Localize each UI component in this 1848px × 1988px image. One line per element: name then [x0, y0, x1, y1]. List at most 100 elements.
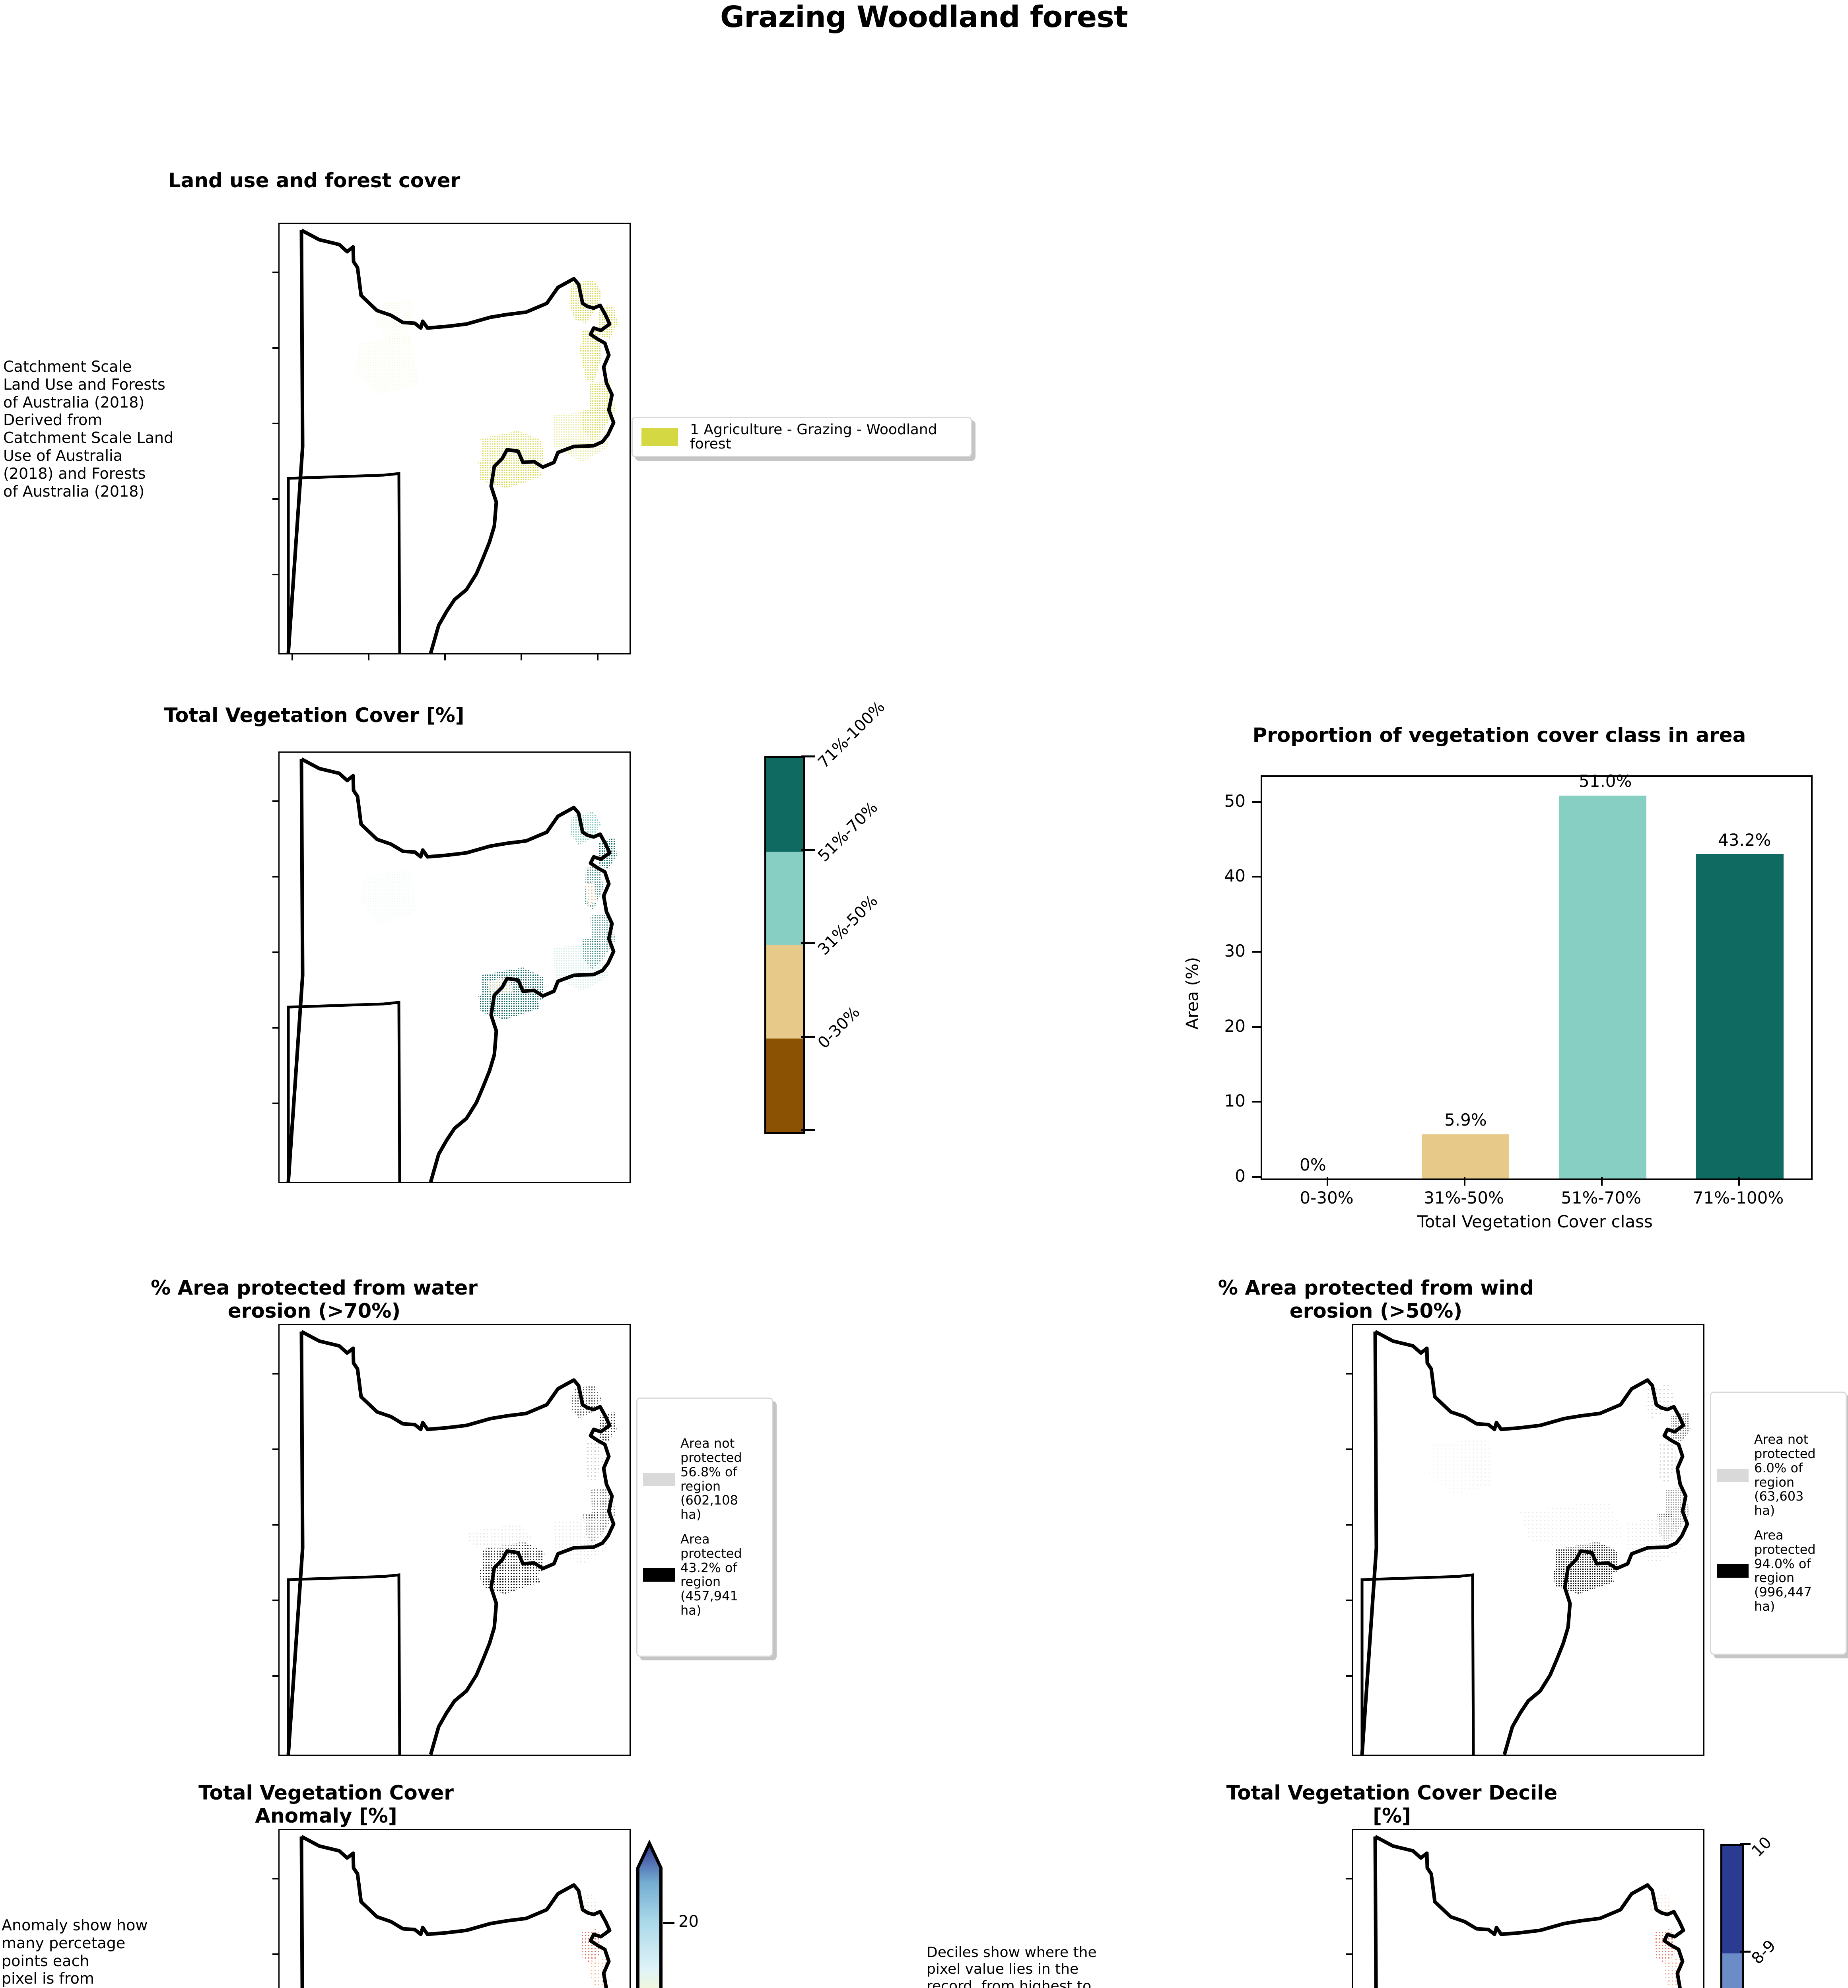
y-tick-mark [1252, 1101, 1261, 1103]
y-tick-label-20: 20 [1224, 1016, 1246, 1036]
veg-cover-colorbar[interactable] [764, 756, 805, 1134]
page-title: Grazing Woodland forest [720, 0, 1128, 34]
colorbar-tick [1740, 1951, 1751, 1953]
land-use-source-note: Catchment Scale Land Use and Forests of … [3, 358, 174, 500]
anomaly-tick-label-20: 20 [678, 1912, 699, 1931]
x-tick-mark [1601, 1177, 1603, 1186]
bar-value-label-71-100: 43.2% [1718, 830, 1771, 850]
y-tick-label-40: 40 [1224, 866, 1246, 885]
anomaly-colorbar[interactable] [635, 1837, 663, 1988]
bar-51-70[interactable] [1559, 796, 1646, 1178]
x-tick-label-71-100: 71%-100% [1693, 1188, 1784, 1208]
chart-x-axis-title: Total Vegetation Cover class [1417, 1212, 1653, 1231]
map-tick [1346, 1878, 1353, 1879]
anomaly-map[interactable] [272, 1829, 631, 1988]
veg-cover-map[interactable] [272, 751, 631, 1183]
legend-swatch-protected [643, 1568, 675, 1582]
bar-71-100[interactable] [1696, 854, 1784, 1178]
colorbar-tick [801, 755, 815, 757]
land-use-map[interactable] [272, 223, 631, 660]
y-tick-label-10: 10 [1224, 1091, 1246, 1110]
x-tick-mark [1464, 1177, 1465, 1186]
legend-swatch-not-protected [1717, 1468, 1749, 1482]
land-use-panel-title: Land use and forest cover [168, 169, 461, 192]
legend-row-protected: Area protected 43.2% of region (457,941 … [643, 1532, 766, 1618]
colorbar-tick [663, 1922, 674, 1924]
colorbar-segment-51-70 [766, 852, 803, 945]
colorbar-segment-10 [1722, 1846, 1742, 1953]
y-tick-mark [1252, 1176, 1261, 1178]
map-tick [1346, 1524, 1353, 1526]
map-tick [272, 1373, 280, 1375]
colorbar-segment-8-9 [1722, 1953, 1742, 1988]
map-tick [272, 498, 280, 500]
map-tick [272, 1103, 280, 1104]
bar-value-label-31-50: 5.9% [1444, 1110, 1487, 1130]
legend-text-protected: Area protected 43.2% of region (457,941 … [680, 1532, 742, 1618]
decile-map-svg [1373, 1835, 1685, 1988]
map-tick [272, 1524, 280, 1526]
chart-title: Proportion of vegetation cover class in … [1252, 724, 1746, 747]
legend-text-not-protected: Area not protected 56.8% of region (602,… [680, 1436, 742, 1522]
colorbar-tick [801, 1036, 815, 1038]
map-tick [368, 653, 369, 660]
legend-text-protected: Area protected 94.0% of region (996,447 … [1754, 1528, 1816, 1614]
map-tick [1346, 1675, 1353, 1677]
colorbar-tick [801, 849, 815, 851]
anomaly-panel-title: Total Vegetation Cover Anomaly [%] [198, 1781, 454, 1827]
map-tick [272, 1600, 280, 1601]
map-tick [1346, 1600, 1353, 1601]
legend-row-not-protected: Area not protected 6.0% of region (63,60… [1717, 1432, 1840, 1518]
bar-31-50[interactable] [1422, 1134, 1509, 1178]
land-use-legend[interactable]: 1 Agriculture - Grazing - Woodland fores… [632, 417, 972, 457]
x-tick-mark [1327, 1177, 1328, 1186]
colorbar-tick [1740, 1843, 1751, 1845]
decile-colorbar[interactable] [1720, 1844, 1744, 1988]
map-tick [272, 800, 280, 802]
wind-erosion-legend[interactable]: Area not protected 6.0% of region (63,60… [1710, 1392, 1847, 1655]
legend-swatch-protected [1717, 1564, 1749, 1578]
map-tick [597, 653, 599, 660]
map-tick [272, 1878, 280, 1879]
map-tick [272, 347, 280, 349]
decile-map[interactable] [1346, 1829, 1704, 1988]
x-tick-label-31-50: 31%-50% [1424, 1188, 1504, 1208]
anomaly-map-svg [299, 1835, 612, 1988]
colorbar-segment-0-30 [766, 1039, 803, 1132]
y-tick-mark [1252, 951, 1261, 953]
legend-row-not-protected: Area not protected 56.8% of region (602,… [643, 1436, 766, 1522]
chart-plot-area [1261, 775, 1813, 1180]
map-tick [1346, 1448, 1353, 1450]
anomaly-tick-label-10: 10 [678, 1987, 699, 1988]
colorbar-label-0-30: 0-30% [814, 1003, 864, 1052]
map-tick [272, 1448, 280, 1450]
wind-erosion-map[interactable] [1346, 1324, 1704, 1756]
bar-value-label-0-30: 0% [1300, 1155, 1326, 1175]
legend-text-not-protected: Area not protected 6.0% of region (63,60… [1754, 1432, 1816, 1518]
water-erosion-panel-title: % Area protected from water erosion (>70… [151, 1276, 478, 1322]
decile-note: Deciles show where the pixel value lies … [927, 1944, 1097, 1988]
y-tick-label-50: 50 [1224, 791, 1246, 811]
legend-swatch-grazing-woodland [641, 428, 678, 446]
map-tick [272, 876, 280, 878]
water-erosion-map[interactable] [272, 1324, 631, 1756]
proportion-bar-chart: Proportion of vegetation cover class in … [1177, 724, 1821, 1231]
colorbar-tick [801, 1129, 815, 1131]
water-erosion-map-svg [286, 1330, 617, 1755]
y-tick-mark [1252, 876, 1261, 878]
colorbar-label-71-100: 71%-100% [814, 697, 889, 772]
map-tick [444, 653, 446, 660]
legend-swatch-not-protected [643, 1472, 675, 1486]
decile-label-10: 10 [1748, 1833, 1776, 1861]
x-tick-mark [1738, 1177, 1740, 1186]
water-erosion-legend[interactable]: Area not protected 56.8% of region (602,… [636, 1398, 773, 1657]
veg-cover-map-svg [286, 757, 617, 1182]
colorbar-tick [801, 942, 815, 944]
y-tick-mark [1252, 801, 1261, 803]
legend-row-protected: Area protected 94.0% of region (996,447 … [1717, 1528, 1840, 1614]
decile-panel-title: Total Vegetation Cover Decile [%] [1226, 1781, 1558, 1827]
wind-erosion-panel-title: % Area protected from wind erosion (>50%… [1218, 1276, 1534, 1322]
y-tick-mark [1252, 1026, 1261, 1028]
veg-cover-panel-title: Total Vegetation Cover [%] [164, 704, 464, 727]
colorbar-label-31-50: 31%-50% [814, 891, 882, 959]
